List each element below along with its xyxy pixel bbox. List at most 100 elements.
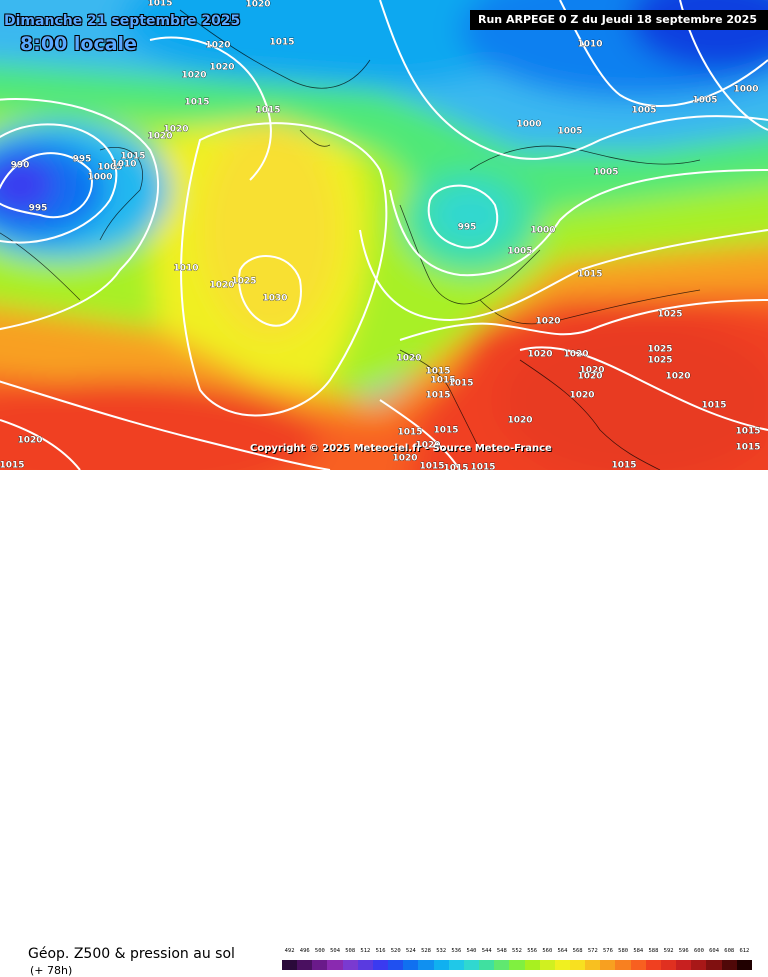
- isobar-label: 1000: [530, 226, 555, 236]
- legend-value: 552: [512, 948, 522, 954]
- legend-swatch: [585, 960, 601, 970]
- legend-swatch: [403, 960, 419, 970]
- legend-swatch: [448, 960, 464, 970]
- isobar-label: 1005: [557, 127, 582, 137]
- legend-swatch: [721, 960, 737, 970]
- legend-value: 596: [678, 948, 689, 954]
- legend-swatch: [600, 960, 616, 970]
- isobar-label: 1020: [245, 0, 270, 10]
- isobar-label: 1020: [147, 132, 172, 142]
- isobar-label: 1015: [448, 379, 473, 389]
- isobar-label: 1020: [507, 416, 532, 426]
- legend-value: 592: [663, 948, 674, 954]
- isobar-label: 1020: [396, 354, 421, 364]
- isobar-label: 1015: [611, 461, 636, 471]
- legend-value: 600: [693, 948, 704, 954]
- isobar-label: 1015: [419, 462, 444, 471]
- isobar-label: 1020: [181, 71, 206, 81]
- isobar-label: 1015: [443, 464, 468, 471]
- legend-swatch: [388, 960, 404, 970]
- legend-swatch: [312, 960, 328, 970]
- legend-value: 492: [284, 948, 295, 954]
- isobar-label: 1020: [563, 350, 588, 360]
- isobar-label: 1015: [269, 38, 294, 48]
- legend-swatch: [554, 960, 570, 970]
- footer-bar: Géop. Z500 & pression au sol (+ 78h) 492…: [0, 470, 768, 977]
- isobar-label: 1020: [577, 372, 602, 382]
- isobar-label: 1020: [415, 441, 440, 451]
- legend-value: 608: [724, 948, 735, 954]
- legend-swatch: [297, 960, 313, 970]
- color-legend: 492 496 500 504 508 512 516 520 524 528 532 536 540 5…: [282, 948, 752, 970]
- isobar-label: 1020: [209, 281, 234, 291]
- isobar-label: 1005: [631, 106, 656, 116]
- legend-swatch: [433, 960, 449, 970]
- legend-swatch: [645, 960, 661, 970]
- legend-value: 532: [436, 948, 447, 954]
- legend-swatch: [494, 960, 510, 970]
- isobar-label: 1020: [17, 436, 42, 446]
- isobar-label: 1025: [231, 277, 256, 287]
- legend-value: 572: [587, 948, 598, 954]
- run-info-banner: Run ARPEGE 0 Z du Jeudi 18 septembre 202…: [470, 10, 768, 30]
- legend-value: 508: [345, 948, 356, 954]
- legend-swatch: [357, 960, 373, 970]
- isobar-label: 1010: [577, 40, 602, 50]
- isobar-label: 1015: [701, 401, 726, 411]
- isobar-label: 1015: [433, 426, 458, 436]
- isobar-label: 995: [458, 223, 477, 233]
- isobar-label: 1020: [535, 317, 560, 327]
- isobar-label: 1025: [647, 356, 672, 366]
- isobar-label: 995: [73, 155, 92, 165]
- legend-swatch: [630, 960, 646, 970]
- legend-swatch: [372, 960, 389, 970]
- isobar-label: 1020: [205, 41, 230, 51]
- legend-swatch: [342, 960, 358, 970]
- legend-swatch: [615, 960, 631, 970]
- lead-time: (+ 78h): [30, 964, 73, 977]
- legend-swatch: [509, 960, 525, 970]
- legend-value: 548: [496, 948, 507, 954]
- legend-value: 584: [633, 948, 644, 954]
- isobar-label: 1000: [516, 120, 541, 130]
- isobar-label: 1020: [527, 350, 552, 360]
- legend-swatch: [691, 960, 707, 970]
- isobar-label: 1020: [579, 366, 604, 376]
- legend-value: 500: [314, 948, 325, 954]
- isobar-label: 1015: [397, 428, 422, 438]
- legend-swatch: [706, 960, 722, 970]
- legend-swatch: [418, 960, 434, 970]
- legend-swatch: [569, 960, 586, 970]
- isobar-label: 1015: [0, 461, 25, 471]
- copyright-notice: Copyright © 2025 Meteociel.fr - Source M…: [250, 443, 552, 454]
- isobar-label: 1000: [87, 173, 112, 183]
- isobar-lines: [0, 0, 768, 470]
- isobar-label: 1015: [577, 270, 602, 280]
- legend-swatch: [327, 960, 343, 970]
- legend-value: 504: [330, 948, 341, 954]
- isobar-label: 1020: [163, 125, 188, 135]
- legend-value: 560: [542, 948, 553, 954]
- map-date-title: Dimanche 21 septembre 2025: [4, 13, 241, 29]
- legend-color-bar: [282, 960, 752, 970]
- isobar-label: 1015: [735, 427, 760, 437]
- legend-value: 564: [557, 948, 568, 954]
- isobar-label: 990: [11, 161, 30, 171]
- legend-value: 576: [602, 948, 613, 954]
- legend-swatch: [524, 960, 540, 970]
- isobar-label: 1005: [692, 96, 717, 106]
- isobar-label: 1020: [392, 454, 417, 464]
- product-name: Géop. Z500 & pression au sol: [28, 946, 235, 962]
- legend-value: 516: [375, 948, 386, 954]
- isobar-label: 1010: [173, 264, 198, 274]
- legend-swatch: [660, 960, 677, 970]
- legend-value: 604: [709, 948, 720, 954]
- isobar-label: 1015: [255, 106, 280, 116]
- legend-swatch: [463, 960, 480, 970]
- legend-value: 556: [527, 948, 538, 954]
- isobar-label: 1030: [262, 294, 287, 304]
- land-outlines: [0, 9, 701, 470]
- legend-swatch: [479, 960, 495, 970]
